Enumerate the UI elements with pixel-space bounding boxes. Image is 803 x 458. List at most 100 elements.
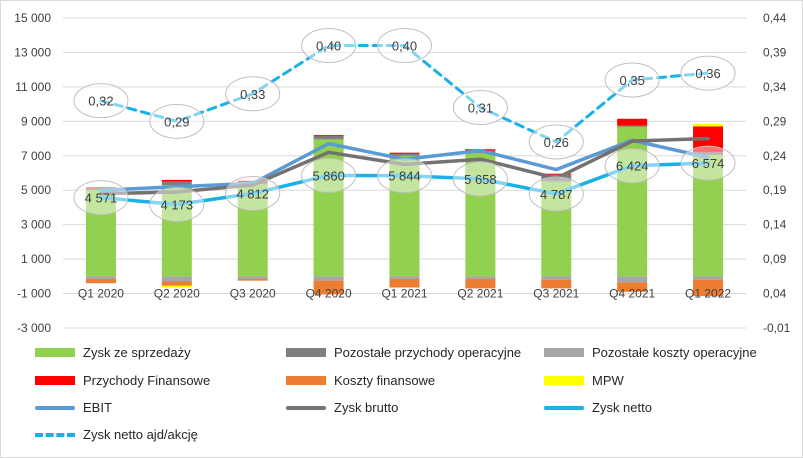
bar-segment [617,126,648,277]
data-label-bubble [680,145,736,181]
bar-segment [313,276,344,281]
data-label: 4 173 [161,197,194,212]
bar-segment [693,276,724,280]
bar-segment [161,181,192,186]
legend-item-pozostale-przychody: Pozostałe przychody operacyjne [286,345,521,360]
left-tick-label: 9 000 [21,114,51,128]
legend-label: Zysk netto ajd/akcję [83,427,198,442]
category-label: Q3 2021 [533,287,579,301]
legend-dash-line [35,432,75,437]
legend-item-mpw: MPW [544,373,624,388]
bar-segment [161,276,192,282]
legend-label: Zysk brutto [334,400,399,415]
data-label: 0,31 [468,101,493,116]
right-tick-label: 0,34 [763,80,787,94]
data-label-bubble [452,90,508,126]
legend-swatch [35,348,75,357]
right-tick-label: 0,44 [763,11,787,25]
legend-line [35,405,75,410]
bar-segment [85,190,116,277]
data-label: 5 860 [312,168,345,183]
data-label: 4 812 [236,186,269,201]
legend-label: MPW [592,373,624,388]
data-label: 5 844 [388,169,421,184]
legend-item-koszty-finansowe: Koszty finansowe [286,373,435,388]
bar-segment [85,187,116,189]
right-tick-label: 0,14 [763,218,787,232]
data-labels-layer: 4 571 4 173 4 812 5 860 5 844 5 658 4 787 6 424… [73,28,736,222]
bar-segment [693,279,724,297]
left-tick-label: 7 000 [21,149,51,163]
bar-segment [313,135,344,140]
legend-item-przychody-finansowe: Przychody Finansowe [35,373,210,388]
data-label: 0,29 [164,114,189,129]
data-label-bubble [377,28,432,64]
bar-segment [161,281,192,286]
left-tick-label: 15 000 [14,11,51,25]
category-label: Q1 2022 [685,287,731,301]
data-label-bubble [149,103,205,139]
series-line [99,138,710,192]
bar-segment [465,153,496,277]
data-label: 4 787 [540,187,573,202]
data-label: 6 574 [692,156,725,171]
bar-segment [161,285,192,288]
data-label: 0,26 [544,135,569,150]
legend-line [544,405,584,410]
bar-segment [693,152,724,155]
left-axis: -3 000 -1 000 1 000 3 000 5 000 7 000 9 000 11 … [14,11,51,335]
data-label-bubble [528,124,584,160]
right-axis: -0,01 0,04 0,09 0,14 0,19 0,24 0,29 0,34 0,39 0,4… [763,11,791,335]
data-label: 0,40 [316,39,341,54]
bar-segment [161,179,192,182]
legend: Zysk ze sprzedaży Pozostałe przychody op… [1,337,802,457]
right-tick-label: 0,19 [763,183,787,197]
bar-segment [389,153,420,156]
bar-segment [161,185,192,277]
legend-item-zysk-ze-sprzedazy: Zysk ze sprzedaży [35,345,191,360]
legend-swatch [35,376,75,385]
left-tick-label: 13 000 [14,45,51,59]
bar-segment [313,280,344,295]
data-label: 0,32 [88,94,113,109]
category-label: Q2 2020 [154,287,200,301]
data-label: 5 658 [464,172,497,187]
left-tick-label: -1 000 [17,287,51,301]
category-label: Q4 2020 [306,287,352,301]
series-line [99,44,710,144]
left-tick-label: 3 000 [21,218,51,232]
data-label-bubble [225,175,281,211]
bar-segment [465,278,496,289]
bar-segment [541,279,572,289]
data-label: 6 424 [616,159,649,174]
legend-label: Pozostałe przychody operacyjne [334,345,522,360]
legend-swatch [544,348,584,357]
bar-segment [541,181,572,277]
category-label: Q3 2020 [230,287,276,301]
category-label: Q1 2021 [381,287,427,301]
bar-segment [693,154,724,277]
right-tick-label: 0,24 [763,149,787,163]
data-label-bubble [73,180,129,216]
category-label: Q2 2021 [457,287,503,301]
bar-segment [389,276,420,279]
left-tick-label: 5 000 [21,183,51,197]
legend-line [286,405,326,410]
lines-layer [99,44,710,207]
bar-segment [541,276,572,280]
bar-segment [237,184,268,277]
bar-segment [237,278,268,281]
data-label-bubble [301,157,357,193]
bar-segment [617,118,648,126]
data-label-bubble [680,55,736,91]
legend-item-ebit: EBIT [35,400,112,415]
data-label-bubble [528,176,584,212]
data-label-bubble [301,28,357,64]
right-tick-label: 0,39 [763,45,787,59]
legend-item-pozostale-koszty: Pozostałe koszty operacyjne [544,345,757,360]
legend-label: Przychody Finansowe [83,373,211,388]
bar-segment [465,276,496,279]
data-label-bubble [73,83,129,119]
data-label-bubble [149,186,205,222]
